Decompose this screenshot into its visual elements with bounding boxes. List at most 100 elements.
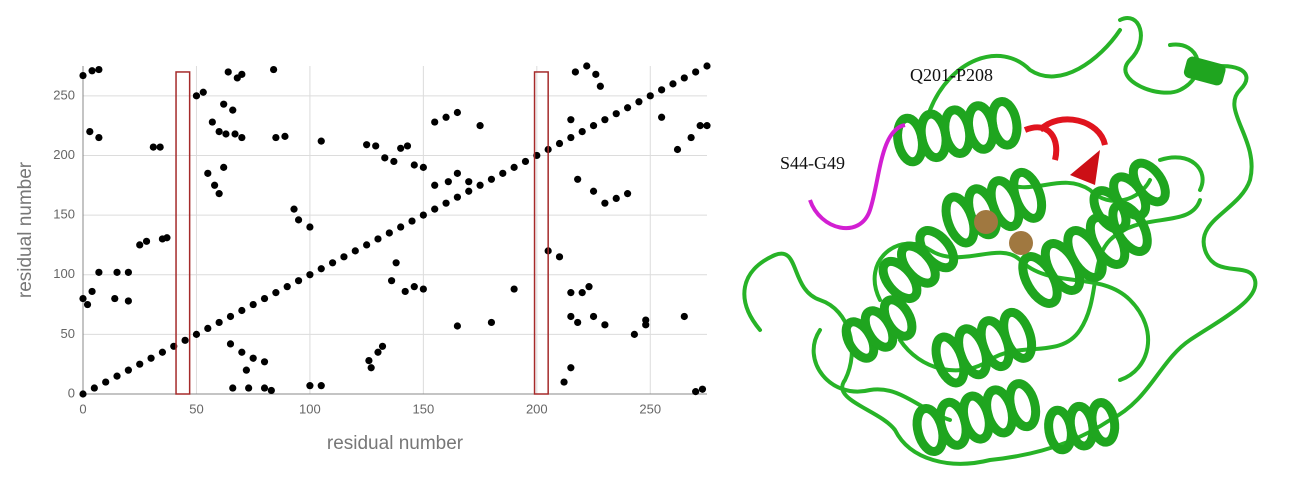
point: [692, 68, 699, 75]
point: [352, 247, 359, 254]
point: [136, 241, 143, 248]
point: [88, 288, 95, 295]
point: [113, 373, 120, 380]
point: [365, 357, 372, 364]
point: [363, 141, 370, 148]
point: [692, 388, 699, 395]
point: [95, 66, 102, 73]
point: [238, 349, 245, 356]
point: [86, 128, 93, 135]
point: [284, 283, 291, 290]
point: [238, 71, 245, 78]
point: [703, 122, 710, 129]
point: [590, 188, 597, 195]
point: [374, 349, 381, 356]
x-tick-label: 150: [413, 401, 435, 416]
point: [95, 269, 102, 276]
point: [125, 367, 132, 374]
point: [601, 116, 608, 123]
point: [163, 234, 170, 241]
x-tick-label: 250: [639, 401, 661, 416]
region-label: Q201-P208: [910, 65, 993, 85]
point: [431, 206, 438, 213]
point: [681, 74, 688, 81]
point: [431, 118, 438, 125]
point: [227, 340, 234, 347]
highlight-box: [176, 72, 190, 394]
point: [157, 144, 164, 151]
point: [454, 170, 461, 177]
x-tick-label: 200: [526, 401, 548, 416]
point: [567, 313, 574, 320]
point: [511, 285, 518, 292]
point: [567, 116, 574, 123]
point: [590, 313, 597, 320]
point: [402, 288, 409, 295]
point: [556, 140, 563, 147]
point: [147, 355, 154, 362]
y-axis-label: residual number: [15, 161, 36, 298]
point: [150, 144, 157, 151]
point: [404, 142, 411, 149]
point: [229, 107, 236, 114]
point: [613, 110, 620, 117]
point: [79, 390, 86, 397]
point: [268, 387, 275, 394]
point: [420, 285, 427, 292]
point: [306, 271, 313, 278]
point: [574, 176, 581, 183]
point: [306, 382, 313, 389]
point: [238, 134, 245, 141]
point: [209, 118, 216, 125]
point: [261, 295, 268, 302]
point: [624, 104, 631, 111]
point: [295, 216, 302, 223]
y-tick-label: 150: [53, 207, 75, 222]
point: [585, 283, 592, 290]
point: [631, 331, 638, 338]
point: [590, 122, 597, 129]
point: [681, 313, 688, 320]
point: [442, 200, 449, 207]
point: [225, 68, 232, 75]
point: [560, 378, 567, 385]
point: [465, 188, 472, 195]
point: [368, 364, 375, 371]
point: [411, 161, 418, 168]
point: [227, 313, 234, 320]
point: [674, 146, 681, 153]
point: [579, 289, 586, 296]
point: [393, 259, 400, 266]
point: [193, 331, 200, 338]
x-axis-label: residual number: [327, 433, 464, 454]
point: [250, 301, 257, 308]
point: [374, 235, 381, 242]
point: [572, 68, 579, 75]
point: [238, 307, 245, 314]
point: [216, 128, 223, 135]
point: [381, 154, 388, 161]
point: [635, 98, 642, 105]
point: [295, 277, 302, 284]
point: [411, 283, 418, 290]
point: [290, 206, 297, 213]
point: [697, 122, 704, 129]
point: [488, 176, 495, 183]
x-tick-label: 50: [189, 401, 203, 416]
point: [454, 322, 461, 329]
point: [318, 138, 325, 145]
point: [647, 92, 654, 99]
point: [91, 384, 98, 391]
point: [556, 253, 563, 260]
point: [567, 289, 574, 296]
point: [216, 190, 223, 197]
point: [688, 134, 695, 141]
point: [567, 364, 574, 371]
point: [229, 384, 236, 391]
point: [431, 182, 438, 189]
point: [386, 229, 393, 236]
point: [222, 130, 229, 137]
point: [111, 295, 118, 302]
point: [329, 259, 336, 266]
